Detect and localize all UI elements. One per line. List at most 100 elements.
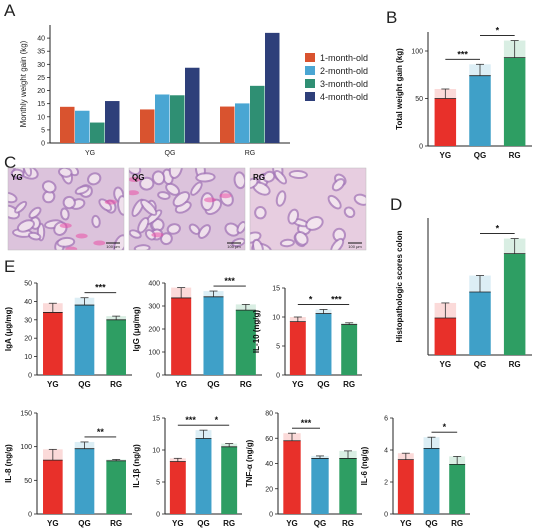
crypt-lumen bbox=[226, 224, 238, 235]
crypt-lumen bbox=[139, 218, 148, 232]
crypt-lumen bbox=[146, 231, 155, 239]
crypt-lumen bbox=[197, 174, 214, 181]
crypt-lumen bbox=[290, 172, 306, 178]
y-tick-label: 0 bbox=[41, 141, 45, 148]
crypt-lumen bbox=[256, 208, 265, 218]
crypt-lumen bbox=[62, 209, 68, 219]
legend-label: 4-month-old bbox=[320, 92, 368, 102]
legend-label: 3-month-old bbox=[320, 79, 368, 89]
category-label: QG bbox=[197, 519, 209, 528]
crypt-lumen bbox=[43, 182, 55, 192]
significance-label: ** bbox=[97, 427, 105, 437]
crypt-lumen bbox=[89, 174, 100, 184]
bar-QG-series-3 bbox=[170, 95, 185, 143]
chart-A: 0 5 10 15 20 25 30 35 40 YG QG RG Monthly weight gai… bbox=[19, 25, 368, 157]
y-tick-label: 200 bbox=[148, 327, 160, 334]
y-tick-label: 5 bbox=[41, 127, 45, 134]
image-frame bbox=[249, 167, 367, 251]
crypt-lumen bbox=[142, 200, 156, 215]
histology-label: RG bbox=[253, 173, 265, 182]
crypt-lumen bbox=[275, 171, 286, 183]
y-tick-label: 0 bbox=[156, 512, 160, 519]
y-tick-label: 35 bbox=[37, 49, 45, 56]
bar-RG bbox=[221, 446, 238, 514]
image-frame bbox=[128, 167, 246, 251]
y-tick-label: 30 bbox=[24, 317, 32, 324]
category-label: YG bbox=[172, 519, 184, 528]
crypt-lumen bbox=[30, 208, 40, 217]
crypt-lumen bbox=[167, 184, 179, 194]
crypt-lumen bbox=[162, 234, 171, 244]
bar-RG-series-2 bbox=[235, 103, 250, 143]
category-label: YG bbox=[47, 519, 59, 528]
y-tick-label: 40 bbox=[37, 36, 45, 43]
y-tick-label: 150 bbox=[20, 411, 32, 418]
category-label: YG bbox=[440, 360, 452, 369]
crypt-lumen bbox=[159, 193, 169, 198]
crypt-lumen bbox=[18, 221, 33, 231]
y-tick-label: 100 bbox=[148, 350, 160, 357]
significance-label: *** bbox=[185, 415, 196, 425]
category-label: YG bbox=[400, 519, 412, 528]
crypt-lumen bbox=[174, 193, 189, 206]
chart-D: YG QG RG * Histopathologic scores colon bbox=[395, 218, 532, 369]
category-label: QG bbox=[78, 380, 90, 389]
y-tick-label: 50 bbox=[24, 478, 32, 485]
crypt-lumen bbox=[293, 220, 308, 226]
legend-swatch bbox=[305, 92, 315, 101]
category-label: RG bbox=[245, 150, 256, 157]
category-label: YG bbox=[47, 380, 59, 389]
category-label: RG bbox=[451, 519, 463, 528]
bar-QG bbox=[315, 313, 332, 375]
histology-image-QG bbox=[129, 168, 245, 250]
crypt-lumen bbox=[16, 202, 26, 212]
y-tick-label: 0 bbox=[419, 144, 423, 151]
significance-label: *** bbox=[95, 283, 106, 293]
bar-QG bbox=[311, 458, 329, 514]
category-label: YG bbox=[292, 380, 304, 389]
y-tick-label: 6 bbox=[384, 416, 388, 423]
bar-YG bbox=[283, 440, 301, 514]
y-tick-label: 0 bbox=[276, 373, 280, 380]
bar-RG bbox=[449, 464, 466, 514]
bar-QG bbox=[423, 448, 440, 514]
bar-YG bbox=[289, 321, 306, 375]
histology-label: YG bbox=[11, 173, 23, 182]
crypt-lumen bbox=[67, 168, 78, 175]
crypt-lumen bbox=[8, 206, 19, 218]
y-axis-title: Total weight gain (kg) bbox=[395, 48, 404, 130]
y-tick-label: 50 bbox=[24, 281, 32, 288]
bar-QG bbox=[74, 448, 95, 514]
bar-RG-series-1 bbox=[220, 106, 235, 143]
crypt-lumen bbox=[233, 239, 244, 246]
category-label: RG bbox=[240, 380, 252, 389]
y-tick-label: 40 bbox=[265, 461, 273, 468]
stain-highlight bbox=[219, 193, 232, 199]
category-label: YG bbox=[85, 150, 95, 157]
crypt-lumen bbox=[277, 192, 285, 205]
y-axis-title: Histopathologic scores colon bbox=[395, 230, 404, 342]
crypt-lumen bbox=[199, 226, 210, 237]
y-axis-title: IgA (μg/mg) bbox=[4, 307, 13, 351]
legend-swatch bbox=[305, 53, 315, 62]
bar-QG bbox=[469, 291, 491, 355]
y-tick-label: 20 bbox=[24, 336, 32, 343]
stain-highlight bbox=[65, 246, 78, 250]
crypt-lumen bbox=[135, 246, 149, 250]
stain-highlight bbox=[93, 240, 106, 246]
category-label: QG bbox=[474, 360, 486, 369]
category-label: RG bbox=[509, 360, 521, 369]
image-frame bbox=[7, 167, 125, 251]
bar-RG bbox=[106, 319, 126, 375]
crypt-lumen bbox=[192, 183, 201, 194]
bar-RG bbox=[339, 458, 357, 514]
crypt-lumen bbox=[133, 200, 143, 216]
bar-YG bbox=[397, 459, 414, 514]
panel-letter-c: C bbox=[4, 153, 16, 172]
significance-label: * bbox=[496, 26, 500, 36]
category-label: RG bbox=[223, 519, 235, 528]
y-tick-label: 5 bbox=[156, 480, 160, 487]
crypt-lumen bbox=[168, 225, 179, 233]
crypt-lumen bbox=[153, 220, 163, 230]
crypt-lumen bbox=[119, 197, 124, 214]
